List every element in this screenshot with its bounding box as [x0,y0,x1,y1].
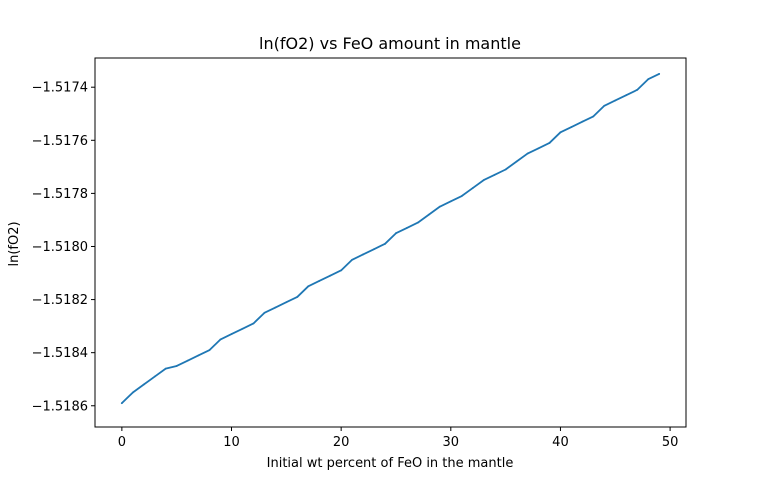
data-point [625,94,628,97]
data-point [351,258,354,261]
x-tick-label: 40 [552,435,569,450]
y-tick-label: −1.5178 [32,187,88,202]
axis-ticks: 0 10 20 30 40 50 −1.5186 −1.5184 −1.5182 −1.5180 −… [32,81,679,450]
data-point [581,120,584,123]
plot-area-frame [94,57,687,428]
data-point [515,160,518,163]
data-point [570,126,573,128]
data-point [614,99,617,102]
data-point [175,365,178,367]
data-point [384,242,386,245]
data-point [274,306,277,309]
x-tick-label: 20 [333,435,350,450]
y-tick-label: −1.5180 [32,240,88,255]
data-point [603,104,606,107]
data-point [592,115,595,118]
data-point [186,359,189,362]
data-point [427,213,430,216]
x-tick-label: 50 [662,435,679,450]
y-tick-label: −1.5184 [32,346,88,361]
data-point [395,232,397,235]
data-point [307,285,310,288]
data-point [537,147,540,150]
data-point [241,327,244,330]
data-point [120,402,123,405]
data-point [230,333,233,335]
data-point [208,349,211,351]
data-point [164,367,167,370]
y-tick-label: −1.5182 [32,293,88,308]
data-point [285,301,288,304]
data-point [647,78,650,81]
x-axis-label: Initial wt percent of FeO in the mantle [267,456,514,471]
data-point [504,168,507,171]
data-point [318,280,321,282]
x-tick-label: 30 [443,435,460,450]
data-point [263,311,266,314]
data-point [373,248,375,251]
data-point [417,221,419,224]
data-point [296,296,299,298]
data-point [329,274,332,277]
y-tick-label: −1.5174 [32,81,88,96]
data-point [131,391,134,394]
data-point [406,227,408,229]
data-point [460,195,463,197]
data-point [493,173,496,176]
y-axis-label: ln(fO2) [7,221,22,266]
y-tick-label: −1.5176 [32,134,88,149]
data-point [548,142,551,144]
data-point [559,131,562,134]
data-point [153,375,156,378]
x-tick-label: 10 [223,435,240,450]
data-point [658,73,661,75]
data-point [362,253,364,256]
data-point [252,322,255,325]
data-point [482,179,485,182]
data-point [526,152,529,155]
data-point [636,88,639,91]
y-tick-label: −1.5186 [32,399,88,414]
data-point [142,383,145,386]
plot-series [120,73,661,405]
data-point [471,187,474,189]
series-line [120,73,661,405]
chart-title: ln(fO2) vs FeO amount in mantle [259,34,521,53]
data-point [219,338,222,341]
data-point [449,200,452,203]
data-point [438,205,441,208]
data-point [197,354,200,357]
data-point [340,269,343,272]
x-tick-label: 0 [118,435,126,450]
